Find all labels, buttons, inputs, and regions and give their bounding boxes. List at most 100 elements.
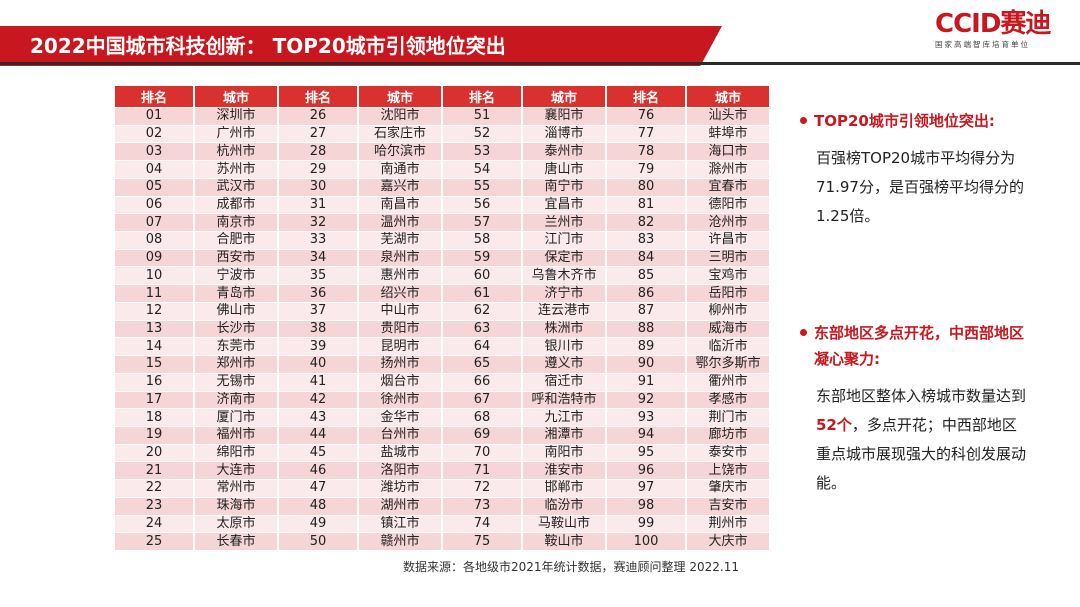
city-cell: 威海市 — [687, 320, 769, 338]
city-cell: 海口市 — [687, 143, 769, 161]
table-row: 14 东莞市 39 昆明市 64 银川市 89 临沂市 — [115, 338, 769, 356]
city-cell: 大连市 — [195, 462, 277, 480]
rank-cell: 27 — [279, 125, 357, 143]
city-cell: 廊坊市 — [687, 426, 769, 444]
rank-cell: 77 — [607, 125, 685, 143]
rank-cell: 15 — [115, 356, 193, 373]
city-cell: 中山市 — [359, 302, 441, 320]
city-cell: 哈尔滨市 — [359, 143, 441, 161]
table-row: 05 武汉市 30 嘉兴市 55 南宁市 80 宜春市 — [115, 178, 769, 196]
table-row: 08 合肥市 33 芜湖市 58 江门市 83 许昌市 — [115, 232, 769, 249]
city-cell: 潍坊市 — [359, 480, 441, 497]
rank-cell: 88 — [607, 320, 685, 338]
rank-cell: 55 — [443, 178, 521, 196]
rank-cell: 100 — [607, 533, 685, 550]
city-cell: 泉州市 — [359, 249, 441, 267]
city-cell: 岳阳市 — [687, 285, 769, 302]
table-row: 02 广州市 27 石家庄市 52 淄博市 77 蚌埠市 — [115, 125, 769, 143]
rank-cell: 79 — [607, 161, 685, 178]
city-cell: 柳州市 — [687, 302, 769, 320]
city-cell: 滁州市 — [687, 161, 769, 178]
data-source-note: 数据来源：各地级市2021年统计数据，赛迪顾问整理 2022.11 — [403, 560, 739, 574]
table-row: 23 珠海市 48 湖州市 73 临汾市 98 吉安市 — [115, 497, 769, 515]
rank-cell: 51 — [443, 108, 521, 125]
city-cell: 烟台市 — [359, 373, 441, 391]
rank-cell: 28 — [279, 143, 357, 161]
city-cell: 鞍山市 — [523, 533, 605, 550]
rank-cell: 37 — [279, 302, 357, 320]
city-cell: 宁波市 — [195, 267, 277, 285]
city-cell: 台州市 — [359, 426, 441, 444]
rank-cell: 76 — [607, 108, 685, 125]
rank-cell: 68 — [443, 409, 521, 426]
table-row: 22 常州市 47 潍坊市 72 邯郸市 97 肇庆市 — [115, 480, 769, 497]
city-cell: 宜春市 — [687, 178, 769, 196]
rank-cell: 67 — [443, 391, 521, 409]
rank-cell: 91 — [607, 373, 685, 391]
city-cell: 贵阳市 — [359, 320, 441, 338]
rank-cell: 03 — [115, 143, 193, 161]
rank-cell: 99 — [607, 515, 685, 533]
rank-cell: 57 — [443, 214, 521, 232]
insight-text-regions-part2: ，多点开花；中西部地区重点城市展现强大的科创发展动能。 — [816, 416, 1027, 492]
rank-cell: 25 — [115, 533, 193, 550]
rank-cell: 65 — [443, 356, 521, 373]
table-row: 19 福州市 44 台州市 69 湘潭市 94 廊坊市 — [115, 426, 769, 444]
city-cell: 深圳市 — [195, 108, 277, 125]
rank-cell: 78 — [607, 143, 685, 161]
city-cell: 临汾市 — [523, 497, 605, 515]
city-cell: 宿迁市 — [523, 373, 605, 391]
rank-cell: 54 — [443, 161, 521, 178]
rank-cell: 06 — [115, 196, 193, 214]
table-row: 15 郑州市 40 扬州市 65 遵义市 90 鄂尔多斯市 — [115, 356, 769, 373]
rank-cell: 64 — [443, 338, 521, 356]
city-cell: 镇江市 — [359, 515, 441, 533]
table-row: 10 宁波市 35 惠州市 60 乌鲁木齐市 85 宝鸡市 — [115, 267, 769, 285]
table-row: 01 深圳市 26 沈阳市 51 襄阳市 76 汕头市 — [115, 108, 769, 125]
city-cell: 杭州市 — [195, 143, 277, 161]
highlight-count: 52个 — [816, 416, 852, 434]
city-cell: 呼和浩特市 — [523, 391, 605, 409]
city-cell: 青岛市 — [195, 285, 277, 302]
rank-cell: 30 — [279, 178, 357, 196]
column-header-city: 城市 — [687, 86, 769, 107]
rank-cell: 73 — [443, 497, 521, 515]
rank-cell: 92 — [607, 391, 685, 409]
column-header-city: 城市 — [195, 86, 277, 107]
city-cell: 武汉市 — [195, 178, 277, 196]
city-cell: 南京市 — [195, 214, 277, 232]
rank-cell: 80 — [607, 178, 685, 196]
city-cell: 嘉兴市 — [359, 178, 441, 196]
rank-cell: 69 — [443, 426, 521, 444]
rank-cell: 22 — [115, 480, 193, 497]
table-body: 01 深圳市 26 沈阳市 51 襄阳市 76 汕头市 02 广州市 27 石家庄市 52 淄博市 77 蚌埠… — [115, 108, 769, 550]
rank-cell: 71 — [443, 462, 521, 480]
city-cell: 珠海市 — [195, 497, 277, 515]
city-cell: 徐州市 — [359, 391, 441, 409]
city-cell: 汕头市 — [687, 108, 769, 125]
rank-cell: 20 — [115, 444, 193, 462]
table-row: 06 成都市 31 南昌市 56 宜昌市 81 德阳市 — [115, 196, 769, 214]
city-cell: 三明市 — [687, 249, 769, 267]
insight-heading-top20: TOP20城市引领地位突出: — [800, 108, 1030, 134]
rank-cell: 61 — [443, 285, 521, 302]
city-cell: 厦门市 — [195, 409, 277, 426]
city-cell: 唐山市 — [523, 161, 605, 178]
city-cell: 南宁市 — [523, 178, 605, 196]
city-cell: 乌鲁木齐市 — [523, 267, 605, 285]
rank-cell: 01 — [115, 108, 193, 125]
city-cell: 金华市 — [359, 409, 441, 426]
rank-cell: 42 — [279, 391, 357, 409]
city-cell: 南阳市 — [523, 444, 605, 462]
insight-text-regions: 东部地区整体入榜城市数量达到 52个，多点开花；中西部地区重点城市展现强大的科创发… — [800, 382, 1030, 498]
city-cell: 盐城市 — [359, 444, 441, 462]
insight-text-regions-part1: 东部地区整体入榜城市数量达到 — [816, 387, 1027, 405]
city-cell: 鄂尔多斯市 — [687, 356, 769, 373]
insight-panel-top20: TOP20城市引领地位突出: 百强榜TOP20城市平均得分为71.97分，是百强… — [800, 108, 1030, 231]
rank-cell: 49 — [279, 515, 357, 533]
rank-cell: 19 — [115, 426, 193, 444]
city-ranking-table: 排名 城市 排名 城市 排名 城市 排名 城市 01 深圳市 26 沈阳市 51 襄阳市 76 汕头市 02 广… — [113, 85, 771, 551]
column-header-city: 城市 — [523, 86, 605, 107]
rank-cell: 50 — [279, 533, 357, 550]
city-cell: 南昌市 — [359, 196, 441, 214]
